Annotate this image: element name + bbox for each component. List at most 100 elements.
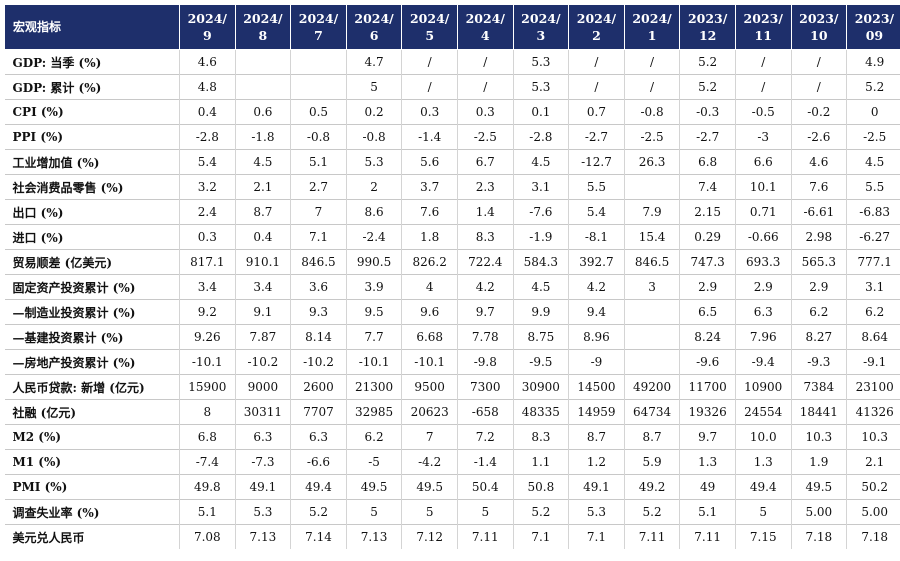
table-cell	[290, 74, 347, 100]
header-period-year: 2024/	[521, 11, 561, 26]
table-cell: 5.3	[512, 49, 569, 75]
table-cell: 10.1	[734, 174, 792, 200]
table-cell: 4.6	[790, 149, 847, 175]
table-cell: 7.4	[679, 174, 736, 200]
table-cell: 9.9	[512, 299, 569, 325]
table-cell: -7.4	[179, 449, 236, 475]
table-cell: -3	[734, 124, 792, 150]
row-label: 固定资产投资累计 (%)	[4, 274, 180, 300]
table-cell: 7.1	[512, 524, 569, 549]
row-label: —基建投资累计 (%)	[4, 324, 180, 350]
table-cell: 6.6	[734, 149, 792, 175]
table-cell: 5.1	[290, 149, 347, 175]
header-period-month: 7	[314, 28, 323, 43]
table-cell: 2	[345, 174, 402, 200]
table-row: PPI (%) -2.8 -1.8 -0.8 -0.8 -1.4 -2.5 -2.8 -2.7-…	[4, 124, 900, 150]
table-row: —制造业投资累计 (%) 9.2 9.1 9.3 9.5 9.6 9.7 9.9 9.4 6.5 6…	[4, 299, 900, 325]
table-cell: -2.8	[512, 124, 569, 150]
table-cell: 2.3	[456, 174, 514, 200]
header-period-month: 6	[369, 28, 379, 43]
table-cell: -2.5	[846, 124, 900, 150]
table-cell: 30900	[512, 374, 569, 400]
header-period-year: 2023/	[799, 11, 839, 26]
header-period-month: 4	[480, 28, 490, 43]
table-cell: 1.2	[568, 449, 625, 475]
table-cell: 7.18	[790, 524, 847, 549]
table-cell: 3.6	[290, 274, 347, 300]
table-cell: 0.3	[456, 99, 514, 125]
table-cell: 30311	[234, 399, 291, 425]
table-cell: 6.2	[790, 299, 847, 325]
table-cell: 1.1	[512, 449, 569, 475]
table-cell: 5.2	[512, 499, 569, 525]
macro-indicator-table-container: 宏观指标 2024/9 2024/8 2024/7 2024/6 2024/5 2024/…	[4, 4, 900, 549]
table-cell: 10.0	[734, 424, 792, 450]
table-row: 社融 (亿元) 8 30311 7707 32985 20623 -658 48335 1495…	[4, 399, 900, 425]
table-cell: -9.6	[679, 349, 736, 375]
table-cell: 5.3	[234, 499, 291, 525]
table-cell: 5	[401, 499, 458, 525]
table-cell	[623, 299, 680, 325]
table-cell: 6.8	[179, 424, 236, 450]
table-cell: 7.2	[456, 424, 514, 450]
table-cell: -0.8	[290, 124, 347, 150]
table-cell: 14959	[568, 399, 625, 425]
table-row: 社会消费品零售 (%) 3.2 2.1 2.7 2 3.7 2.3 3.1 5.5 7.4 10.1…	[4, 174, 900, 200]
table-cell: 7.6	[401, 199, 458, 225]
table-cell: 4.5	[512, 149, 569, 175]
header-period-month: 2	[592, 28, 601, 43]
table-cell: 15.4	[623, 224, 680, 250]
table-cell: 4.2	[456, 274, 514, 300]
table-row: GDP: 当季 (%) 4.6 4.7//5.3//5.2//4.9	[5, 49, 900, 75]
table-cell: 49.2	[623, 474, 680, 500]
table-cell	[234, 74, 291, 100]
table-cell: -1.4	[456, 449, 514, 475]
table-cell: 4.5	[512, 274, 569, 300]
table-cell: 7.11	[456, 524, 514, 549]
header-period-month: 3	[536, 28, 546, 43]
table-cell	[623, 349, 680, 375]
header-period-cell: 2024/7	[290, 4, 347, 50]
table-cell: 9500	[401, 374, 458, 400]
table-cell: 5.3	[568, 499, 625, 525]
table-cell: 9.7	[679, 424, 736, 450]
table-cell: 4.5	[234, 149, 291, 175]
table-cell: 9.4	[568, 299, 625, 325]
header-period-year: 2024/	[576, 11, 617, 26]
header-period-month: 8	[258, 28, 268, 43]
table-cell: -2.6	[790, 124, 847, 150]
table-cell: 50.4	[456, 474, 514, 500]
header-period-year: 2023/	[743, 11, 783, 26]
table-cell: 8.3	[456, 224, 514, 250]
header-period-year: 2024/	[298, 11, 339, 26]
table-cell: 10900	[734, 374, 792, 400]
table-cell: 8.75	[512, 324, 569, 350]
table-cell: 49.5	[401, 474, 458, 500]
table-cell: 7.13	[234, 524, 291, 549]
header-period-cell: 2024/8	[234, 4, 292, 50]
table-cell: 21300	[345, 374, 402, 400]
table-cell: -9.4	[734, 349, 792, 375]
table-cell	[290, 49, 347, 75]
table-row: 进口 (%) 0.3 0.4 7.1 -2.4 1.8 8.3 -1.9 -8.1 15.4 0.2…	[4, 224, 900, 250]
table-cell: 5.3	[512, 74, 569, 100]
table-cell: 0.3	[401, 99, 458, 125]
table-cell: -7.3	[234, 449, 291, 475]
table-cell: 5.6	[401, 149, 458, 175]
table-cell: -2.7	[679, 124, 736, 150]
table-cell: 3.4	[179, 274, 236, 300]
table-cell: /	[734, 74, 792, 100]
table-cell: 777.1	[846, 249, 900, 275]
table-cell: 24554	[734, 399, 792, 425]
table-cell: 0.1	[512, 99, 569, 125]
table-cell: /	[734, 49, 792, 75]
table-cell: 50.2	[846, 474, 900, 500]
table-cell: 4.6	[179, 49, 236, 75]
table-cell: /	[456, 74, 514, 100]
table-cell: -1.8	[234, 124, 291, 150]
table-cell: 7300	[456, 374, 514, 400]
table-cell: 14500	[568, 374, 625, 400]
table-cell: 6.3	[290, 424, 347, 450]
macro-indicator-table: 宏观指标 2024/9 2024/8 2024/7 2024/6 2024/5 2024/…	[4, 4, 900, 549]
table-cell: 1.3	[679, 449, 736, 475]
